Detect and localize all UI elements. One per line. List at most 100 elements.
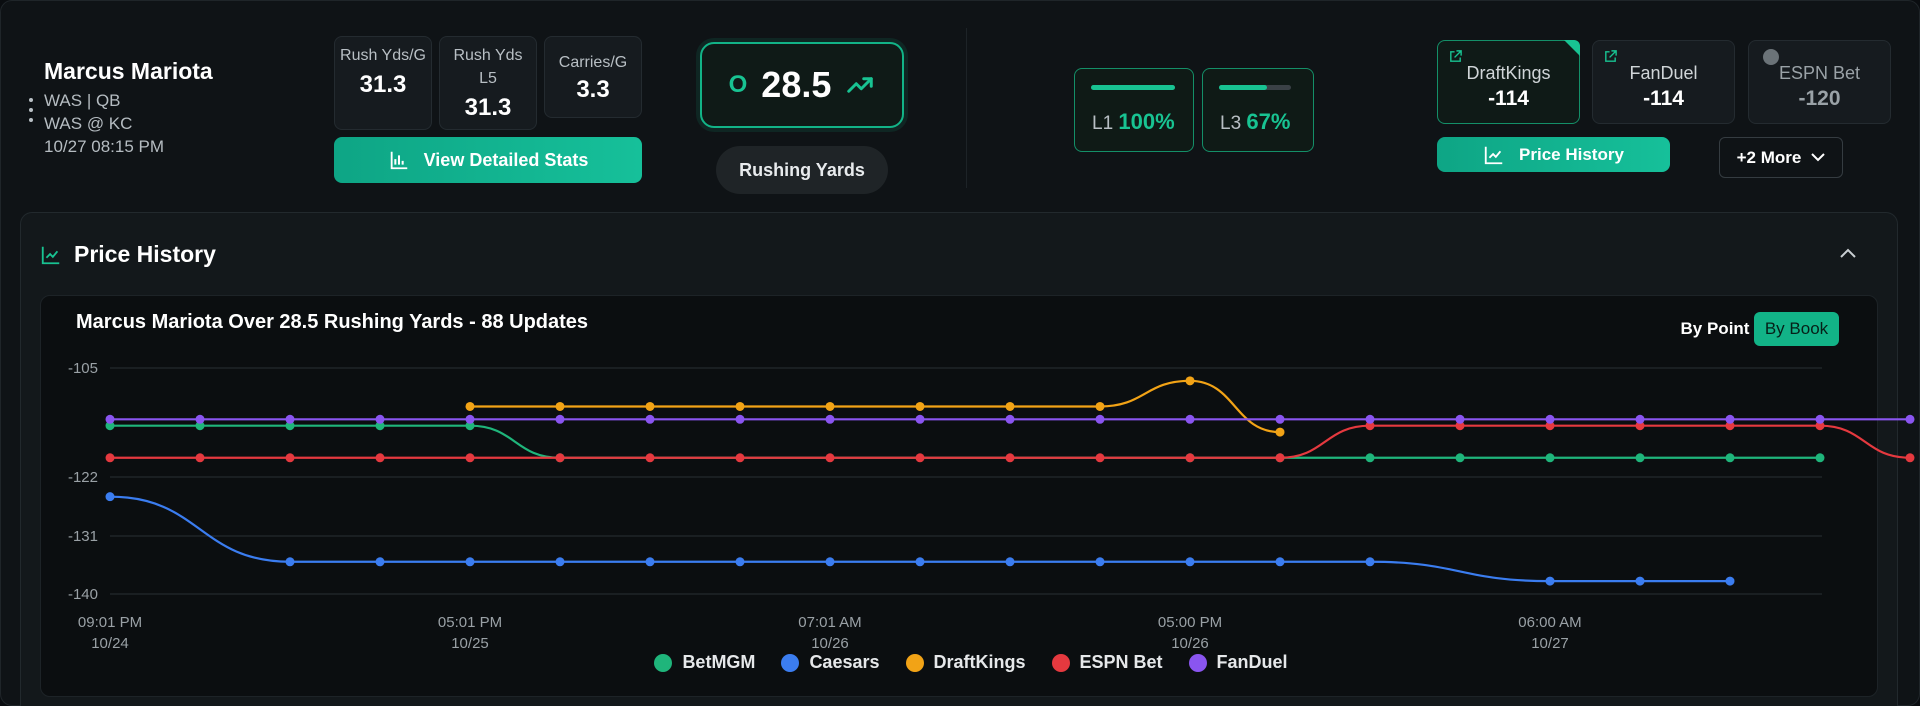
data-point [1635,421,1645,431]
hit-rate-l1: L1 100% [1074,68,1194,152]
data-point [735,401,745,411]
chart-title: Marcus Mariota Over 28.5 Rushing Yards -… [76,311,589,333]
book-fanduel[interactable]: FanDuel -114 [1592,40,1735,124]
data-point [105,414,115,424]
data-point [1095,401,1105,411]
book-name: DraftKings [1466,63,1551,83]
line-chart-icon [41,246,60,265]
series-line-draftkings [470,379,1281,434]
divider [966,28,967,188]
data-point [1725,421,1735,431]
data-point [195,453,205,463]
legend-label: FanDuel [1216,652,1288,672]
data-point [555,401,565,411]
legend-item[interactable]: Caesars [781,652,880,673]
data-point [375,421,385,431]
data-point [1365,557,1375,567]
y-tick-label: -105 [68,360,98,377]
data-point [1545,414,1555,424]
legend-item[interactable]: ESPN Bet [1051,652,1163,673]
view-detailed-stats-label: View Detailed Stats [423,149,589,170]
x-tick-date: 10/25 [451,635,489,652]
external-link-icon[interactable] [1603,49,1618,64]
market-pill[interactable]: Rushing Yards [716,146,888,194]
x-tick-label: 07:01 AM [798,614,861,631]
data-point [195,414,205,424]
data-point [1905,414,1915,424]
data-point [1815,414,1825,424]
data-point [915,414,925,424]
data-point [645,414,655,424]
series-line-betmgm [110,424,1820,459]
stat-box-rush-yds-g: Rush Yds/G 31.3 [334,36,432,130]
data-point [1455,421,1465,431]
data-point [1455,414,1465,424]
legend-item[interactable]: DraftKings [905,652,1026,673]
data-point [735,557,745,567]
data-point [1635,576,1645,586]
player-name: Marcus Mariota [44,58,213,84]
book-odds: -114 [1643,87,1684,110]
book-odds: -120 [1798,87,1841,110]
data-point [375,453,385,463]
hit-rate-fill [1219,85,1268,90]
hit-rate-label: L3 [1220,113,1242,134]
by-book-toggle[interactable]: By Book [1754,312,1839,346]
data-point [1365,453,1375,463]
stat-label: Rush Yds/G [340,47,426,64]
more-options-icon[interactable] [26,98,36,122]
legend-dot [905,653,924,672]
external-link-icon[interactable] [1448,49,1463,64]
data-point [1635,414,1645,424]
data-point [1185,453,1195,463]
chart-legend: BetMGM Caesars DraftKings ESPN Bet FanDuel [0,652,1920,673]
legend-item[interactable]: BetMGM [654,652,755,673]
data-point [105,492,115,502]
price-history-button-label: Price History [1519,144,1624,164]
legend-label: BetMGM [682,652,756,672]
x-tick-date: 10/26 [811,635,849,652]
data-point [825,401,835,411]
bar-chart-icon [390,151,407,170]
data-point [1815,453,1825,463]
legend-item[interactable]: FanDuel [1188,652,1288,673]
stat-label: Carries/G [558,54,628,71]
over-under-indicator: O [728,71,748,98]
data-point [1275,557,1285,567]
data-point [465,453,475,463]
book-name: ESPN Bet [1778,63,1861,83]
data-point [1725,453,1735,463]
stat-box-carries-g: Carries/G 3.3 [544,36,642,118]
trending-up-icon [847,77,874,93]
data-point [1005,401,1015,411]
data-point [285,453,295,463]
data-point [825,414,835,424]
view-detailed-stats-button[interactable]: View Detailed Stats [334,137,642,183]
hit-rate-fill [1091,85,1175,90]
data-point [1545,453,1555,463]
data-point [1005,557,1015,567]
prop-line-box[interactable]: O 28.5 [700,42,904,128]
stat-label: Rush Yds L5 [453,47,523,87]
stat-value: 3.3 [576,76,610,103]
data-point [105,453,115,463]
data-point [555,453,565,463]
price-history-button[interactable]: Price History [1437,137,1670,172]
data-point [1725,576,1735,586]
more-books-dropdown[interactable]: +2 More [1719,137,1843,178]
book-draftkings[interactable]: DraftKings -114 [1437,40,1580,124]
by-point-toggle[interactable]: By Point [1680,319,1750,338]
data-point [555,414,565,424]
legend-label: Caesars [809,652,880,672]
book-espn-bet[interactable]: ESPN Bet -120 [1748,40,1891,124]
legend-label: ESPN Bet [1079,652,1163,672]
data-point [915,453,925,463]
hit-rate-l3: L3 67% [1202,68,1314,152]
legend-dot [1188,653,1207,672]
chevron-up-icon[interactable] [1838,246,1858,260]
stat-value: 31.3 [359,71,407,98]
data-point [645,557,655,567]
x-tick-date: 10/24 [91,635,129,652]
hit-rate-label: L1 [1092,113,1114,134]
data-point [465,557,475,567]
